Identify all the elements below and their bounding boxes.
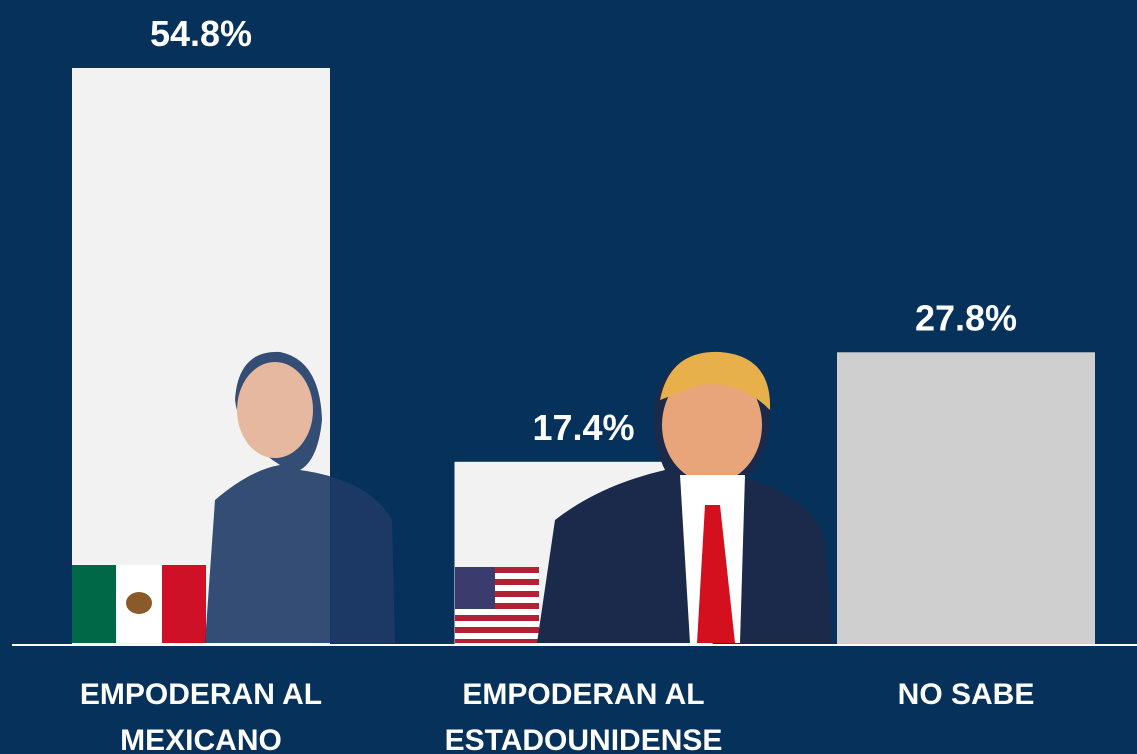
person-silhouette [537, 351, 833, 643]
mexico-flag [72, 565, 206, 643]
category-label: NO SABE [897, 678, 1035, 711]
category-label: EMPODERAN AL ESTADOUNIDENSE [444, 678, 723, 754]
bar [837, 352, 1095, 645]
value-label: 54.8% [150, 13, 252, 54]
category-label: EMPODERAN AL MEXICANO [79, 678, 323, 754]
usa-flag [455, 567, 539, 643]
value-label: 17.4% [532, 407, 634, 448]
value-label: 27.8% [915, 297, 1017, 338]
person-silhouette [205, 351, 395, 643]
